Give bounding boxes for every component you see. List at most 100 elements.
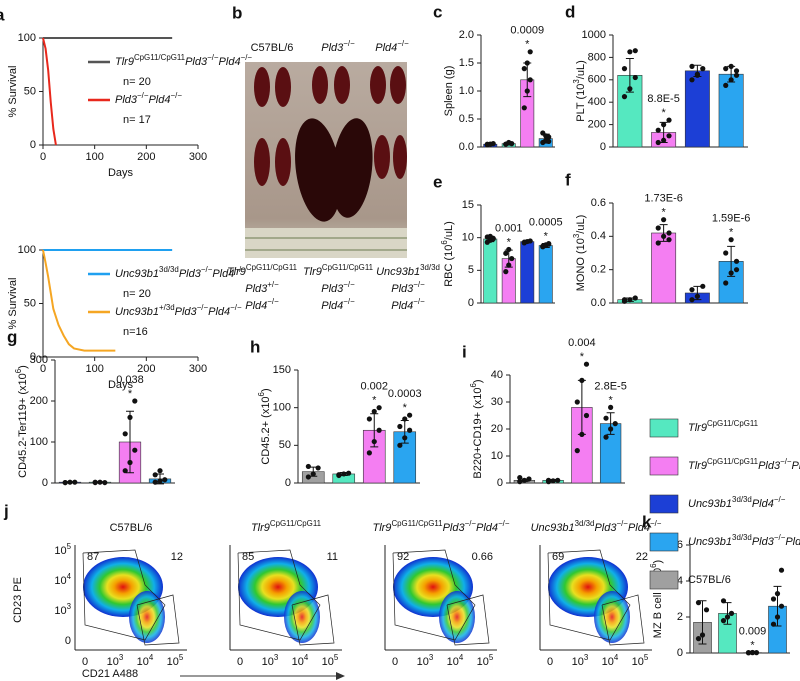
flow-x-tick-part: 0 [82,656,88,668]
legend-label-part: −/− [137,91,149,100]
genotype-label: Pld4−/− [391,297,425,312]
data-point [336,472,342,478]
panel-label: h [250,337,260,356]
gate-percent: 11 [327,551,338,563]
data-point [774,591,781,597]
data-point [407,427,413,433]
flow-title: Tlr9CpG11/CpG11 [251,519,322,534]
p-value: 0.004 [568,337,596,349]
data-point [655,240,661,246]
flow-y-tick: 0 [65,635,71,647]
legend-label-part: −/− [774,533,786,542]
significance-star: * [544,230,549,242]
legend-label: Tlr9CpG11/CpG11Pld3−/−Pld4−/− [688,457,800,472]
data-point [603,415,609,421]
genotype-label: Unc93b13d/3d [376,263,440,278]
y-tick-label: 40 [491,369,503,381]
y-axis-label-part: B220+CD19+ (x10 [472,387,484,478]
significance-star: * [729,227,734,239]
data-point [546,138,552,144]
arrow-head [336,672,345,680]
data-point [627,297,633,303]
data-point [632,74,638,81]
data-point [728,63,734,69]
legend-label-part: Unc93b1 [688,536,732,548]
y-axis-label-part: 6 [649,563,658,568]
genotype-label-part: Tlr9 [303,266,322,278]
flow-title-part: Tlr9 [251,522,270,534]
flow-gate [291,594,335,646]
p-value: 0.0003 [388,388,422,400]
panel-label: c [433,2,442,21]
flow-title-part: CpG11/CpG11 [270,519,322,528]
y-axis-label: MONO (103/uL) [572,215,587,292]
y-tick-label: 0.5 [459,113,474,125]
y-axis-label-part: /uL) [575,215,587,234]
data-point [521,477,527,483]
y-tick-label: 2.0 [459,29,474,41]
data-point [574,448,580,454]
data-point [666,117,672,123]
y-tick-label: 50 [24,85,36,97]
data-point [774,614,781,620]
panel-label: i [462,342,467,361]
y-tick-label: 0.4 [591,230,606,242]
data-point [521,66,527,72]
y-axis-label: PLT (103/uL) [572,60,587,122]
data-point [72,479,78,485]
y-tick-label: 1000 [582,29,606,41]
genotype-label-part: −/− [267,297,279,306]
genotype-label-part: −/− [413,297,425,306]
data-point [341,471,347,477]
data-point [506,246,512,253]
flow-x-tick-part: 10 [107,656,119,668]
flow-title: Tlr9CpG11/CpG11Pld3−/−Pld4−/− [372,519,509,534]
data-point [127,414,133,420]
bar [538,245,553,304]
photo-label-part: Pld4 [375,42,397,54]
legend-label-part: C57BL/6 [688,574,731,586]
data-point [503,269,509,275]
data-point [490,236,496,242]
y-axis-label-part: CD45.2-Ter119+ (x10 [17,373,29,478]
data-point [608,426,614,432]
flow-title-part: CpG11/CpG11 [391,519,443,528]
y-tick-label: 100 [273,402,291,414]
flow-x-tick-part: 10 [632,656,644,668]
flow-x-tick: 0 [547,656,553,668]
data-point [157,468,163,474]
data-point [728,270,734,276]
data-point [527,238,533,244]
legend-label: Tlr9CpG11/CpG11Pld3−/−Pld4−/− [115,53,252,68]
y-tick-label: 4 [677,575,683,587]
y-axis-label-part: 6 [469,382,478,387]
panel-label: j [3,501,9,520]
data-point [621,297,628,303]
photo-label-part: Pld3 [321,42,344,54]
data-point [524,60,530,66]
y-axis-label: CD45.2-Ter119+ (x106) [14,365,29,478]
x-tick-label: 100 [85,363,103,375]
y-tick-label: 200 [588,119,606,131]
genotype-label-part: −/− [343,297,355,306]
y-tick-label: 0.6 [591,197,606,209]
legend-label-part: −/− [201,265,213,274]
flow-x-tick: 105 [632,653,649,668]
panel-label: e [433,172,442,191]
flow-title-part: −/− [650,519,662,528]
gate-percent: 85 [242,551,254,563]
panel-label: d [565,2,575,21]
data-point [728,77,734,83]
data-point [661,137,667,143]
flow-x-tick-part: 0 [237,656,243,668]
data-point [695,600,702,606]
data-point [723,66,729,72]
flow-title-part: −/− [616,519,628,528]
data-point [661,122,667,128]
data-point [745,650,752,656]
panel-label: k [642,512,652,531]
p-value: 1.73E-6 [644,193,683,205]
genotype-label: Pld3−/− [391,280,425,295]
photo-label-part: −/− [397,39,409,48]
